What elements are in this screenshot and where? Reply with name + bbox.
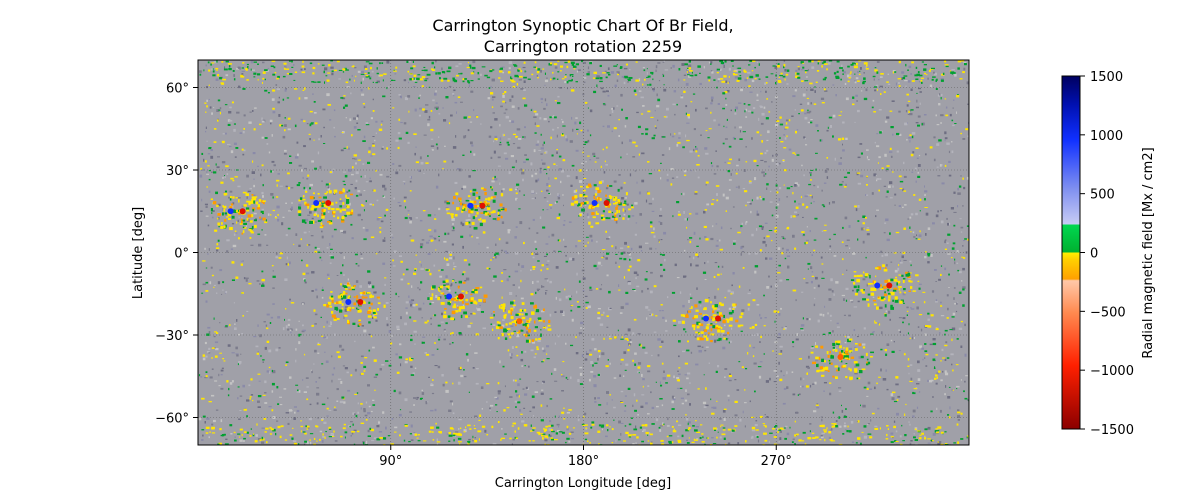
x-tick-label: 270°: [761, 454, 792, 469]
active-region-layer: [210, 181, 916, 381]
positive-spot: [345, 299, 352, 305]
colorbar-tick-label: 0: [1090, 247, 1098, 262]
negative-spot: [715, 315, 721, 322]
active-region: [489, 299, 552, 343]
positive-spot: [591, 200, 598, 206]
coordinate-grid: [198, 60, 969, 445]
negative-spot: [479, 202, 486, 209]
negative-spot: [886, 282, 893, 289]
y-tick-label: −30°: [155, 329, 189, 344]
field-speckle-layer: [198, 60, 969, 445]
y-tick-label: 60°: [166, 82, 189, 97]
negative-spot: [357, 299, 364, 305]
active-region: [210, 191, 266, 235]
positive-spot: [227, 208, 234, 215]
y-axis-ticks: 60° 30° 0° −30° −60°: [155, 82, 198, 427]
positive-spot: [467, 202, 474, 209]
active-region: [326, 282, 386, 326]
active-region: [297, 186, 354, 227]
colorbar-tick-label: −1000: [1090, 364, 1134, 379]
colorbar-ticks: 1500 1000 500 0 −500 −1000 −1500: [1080, 70, 1134, 438]
colorbar-tick-label: −1500: [1090, 423, 1134, 438]
colorbar-tick-label: 1000: [1090, 129, 1123, 144]
active-region: [853, 264, 916, 310]
colorbar-tick-label: 500: [1090, 188, 1115, 203]
negative-spot: [325, 200, 332, 206]
y-tick-label: 0°: [174, 247, 189, 262]
colorbar-tick-label: −500: [1090, 305, 1126, 320]
active-region: [427, 279, 488, 321]
x-axis-label: Carrington Longitude [deg]: [495, 476, 671, 491]
negative-spot: [239, 208, 246, 215]
colorbar: [1061, 75, 1081, 430]
y-axis-label: Latitude [deg]: [131, 207, 146, 299]
positive-spot: [446, 293, 452, 300]
colorbar-tick-label: 1500: [1090, 70, 1123, 85]
y-tick-label: 30°: [166, 164, 189, 179]
negative-spot: [458, 293, 464, 300]
y-tick-label: −60°: [155, 412, 189, 427]
active-region: [812, 338, 874, 381]
chart-title: Carrington Synoptic Chart Of Br Field,: [432, 16, 733, 35]
synoptic-map: [198, 60, 969, 445]
negative-spot: [837, 354, 844, 360]
active-region: [570, 181, 634, 225]
positive-spot: [703, 315, 709, 322]
x-tick-label: 180°: [568, 454, 599, 469]
active-region: [445, 186, 507, 230]
colorbar-label: Radial magnetic field [Mx / cm2]: [1141, 147, 1156, 358]
positive-spot: [313, 200, 320, 206]
x-axis-ticks: 90° 180° 270°: [379, 445, 792, 469]
positive-spot: [874, 282, 881, 289]
negative-spot: [603, 200, 610, 206]
negative-spot: [516, 318, 523, 325]
active-region: [681, 298, 744, 343]
chart-subtitle: Carrington rotation 2259: [484, 37, 682, 56]
x-tick-label: 90°: [379, 454, 402, 469]
